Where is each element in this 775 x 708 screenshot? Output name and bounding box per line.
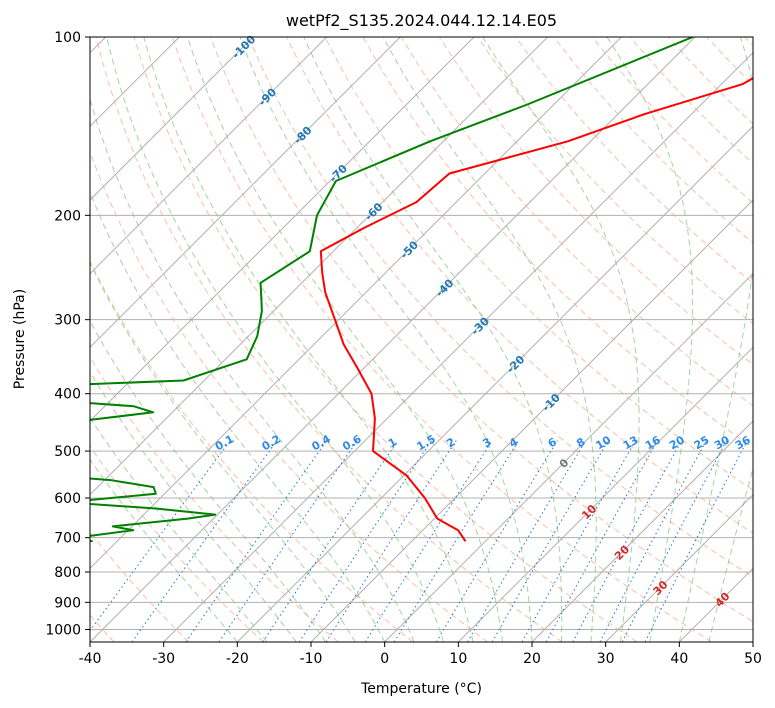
x-tick-label: 10 — [449, 651, 467, 667]
moist-adiabat-line — [382, 37, 597, 642]
mixing-ratio-line — [467, 440, 587, 642]
moist-adiabat-line — [239, 37, 533, 642]
mixing-ratio-line — [185, 440, 328, 642]
y-tick-label: 800 — [54, 565, 81, 581]
y-tick-label: 400 — [54, 387, 81, 403]
mixing-ratio-line — [621, 440, 728, 642]
mixing-ratio-line — [131, 440, 278, 642]
moist-adiabat-line — [708, 465, 753, 642]
mixing-ratio-line — [599, 440, 707, 642]
dry-adiabat-line — [248, 37, 753, 578]
moist-adiabat-line — [187, 37, 503, 642]
mixing-ratio-line — [545, 440, 659, 642]
moist-adiabat-line — [90, 320, 327, 642]
plot-frame — [89, 36, 754, 643]
mixing-ratio-line — [644, 440, 748, 642]
moist-adiabat-line — [90, 370, 297, 642]
moist-adiabat-line — [90, 416, 268, 642]
isotherm-line — [752, 641, 753, 642]
mixing-ratio-line — [572, 440, 683, 642]
mixing-ratio-line — [491, 440, 609, 642]
chart-title: wetPf2_S135.2024.044.12.14.E05 — [286, 11, 557, 31]
dry-adiabat-line — [95, 37, 563, 642]
mixing-ratio-line — [521, 440, 637, 642]
x-tick-label: 50 — [744, 651, 762, 667]
isotherm-line — [90, 37, 549, 496]
dry-adiabat-line — [324, 37, 753, 491]
isotherm-line — [90, 37, 696, 642]
x-tick-label: -20 — [226, 651, 249, 667]
x-tick-label: -10 — [300, 651, 323, 667]
dry-adiabat-line — [210, 37, 753, 623]
dry-adiabat-line — [90, 259, 414, 642]
isotherm-line — [90, 37, 475, 422]
moist-adiabat-line — [90, 458, 238, 642]
plot-background — [90, 37, 753, 642]
isotherm-line — [90, 37, 622, 570]
dewpoint-line — [90, 37, 694, 543]
moist-adiabat-line — [606, 37, 694, 642]
moist-adiabat-line — [90, 261, 356, 642]
isotherm-line — [236, 125, 753, 642]
x-tick-label: 30 — [597, 651, 615, 667]
isotherm-line — [457, 346, 753, 642]
moist-adiabat-line — [106, 37, 445, 642]
temperature-line — [319, 76, 753, 542]
isotherm-line — [90, 37, 254, 201]
dry-adiabat-line — [133, 37, 638, 642]
isotherm-line — [384, 272, 753, 642]
isotherm-line — [163, 51, 753, 642]
y-axis-title: Pressure (hPa) — [12, 289, 28, 389]
moist-adiabat-line — [143, 37, 474, 642]
dry-adiabat-line — [286, 37, 753, 534]
isotherm-line — [605, 493, 753, 642]
moist-adiabat-line — [90, 190, 386, 642]
x-tick-label: -40 — [79, 651, 102, 667]
moist-adiabat-line — [90, 97, 415, 642]
y-tick-label: 100 — [54, 30, 81, 46]
moist-adiabat-line — [678, 37, 753, 642]
y-tick-label: 1000 — [45, 622, 81, 638]
x-tick-label: 0 — [380, 651, 389, 667]
isotherm-line — [90, 37, 328, 275]
isotherm-line — [531, 420, 753, 642]
dry-adiabat-line — [90, 445, 264, 642]
y-tick-label: 700 — [54, 531, 81, 547]
y-tick-label: 600 — [54, 491, 81, 507]
moist-adiabat-line — [303, 37, 563, 642]
y-tick-label: 200 — [54, 208, 81, 224]
y-tick-label: 500 — [54, 444, 81, 460]
mixing-ratio-line — [298, 440, 432, 642]
isotherm-line — [90, 37, 401, 349]
series-layer — [90, 37, 753, 543]
mixing-ratio-line — [393, 440, 520, 642]
dry-adiabat-line — [171, 37, 712, 642]
x-tick-label: 20 — [523, 651, 541, 667]
y-tick-label: 900 — [54, 595, 81, 611]
axes-layer: -40 -30 -20 -10 0 10 20 30 40 50 100 200 300 400 500 60… — [45, 30, 762, 667]
dry-adiabat-line — [515, 37, 753, 284]
mixing-ratio-line — [364, 440, 493, 642]
mixing-ratio-line — [435, 440, 558, 642]
grid-layer — [90, 37, 753, 642]
y-tick-label: 300 — [54, 313, 81, 329]
x-tick-label: -30 — [152, 651, 175, 667]
x-tick-label: 40 — [670, 651, 688, 667]
moist-adiabat-line — [482, 37, 640, 642]
x-axis-title: Temperature (°C) — [360, 681, 482, 697]
